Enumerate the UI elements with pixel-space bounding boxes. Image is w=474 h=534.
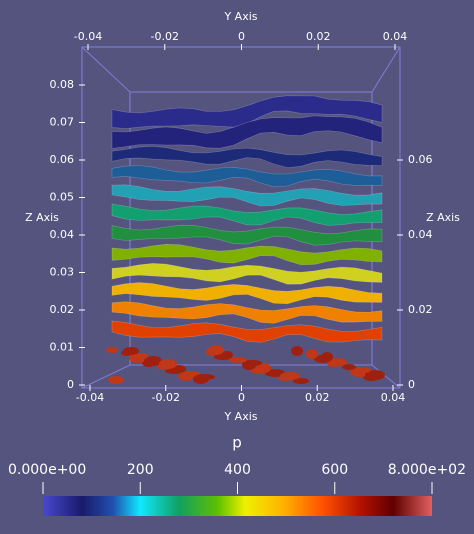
colorbar-tick-label: 600 xyxy=(321,462,348,478)
isosurface-blob xyxy=(123,347,139,355)
isosurface-blob xyxy=(221,351,233,359)
isosurface-blob xyxy=(306,349,318,359)
isosurface-layer xyxy=(111,165,383,188)
isosurface-layer xyxy=(111,243,383,266)
isosurfaces xyxy=(106,95,385,384)
colorbar-tick-label: 200 xyxy=(127,462,154,478)
right-tick-label: 0.06 xyxy=(408,153,433,166)
isosurface-layer xyxy=(111,184,383,207)
right-axis-title: Z Axis xyxy=(426,211,460,224)
colorbar-tick-label: 8.000e+02 xyxy=(388,462,466,478)
left-tick-label: 0.06 xyxy=(50,153,75,166)
left-tick-label: 0.01 xyxy=(50,341,75,354)
isosurface-blob xyxy=(244,360,262,366)
isosurface-layer xyxy=(111,203,383,226)
isosurface-blob xyxy=(172,365,186,373)
left-tick-label: 0.02 xyxy=(50,303,75,316)
isosurface-blob xyxy=(265,369,285,377)
isosurface-layer xyxy=(111,145,383,169)
isosurface-blob xyxy=(280,372,300,380)
bottom-axis-title: Y Axis xyxy=(223,410,257,423)
top-tick-label: -0.04 xyxy=(74,30,102,43)
colorbar xyxy=(43,496,432,516)
isosurface-blob xyxy=(108,376,124,384)
isosurface-blob xyxy=(144,356,162,366)
isosurface-layer xyxy=(111,95,383,129)
isosurface-layer xyxy=(111,320,383,343)
isosurface-blob xyxy=(180,371,200,377)
left-tick-label: 0.03 xyxy=(50,266,75,279)
isosurface-blob xyxy=(229,357,247,363)
top-axis-title: Y Axis xyxy=(223,10,257,23)
isosurface-blob xyxy=(342,364,356,370)
isosurface-layer xyxy=(111,224,383,246)
isosurface-blob xyxy=(136,353,148,359)
isosurface-blob xyxy=(257,363,271,373)
colorbar-title: p xyxy=(232,434,242,452)
left-tick-label: 0.05 xyxy=(50,191,75,204)
right-tick-label: 0 xyxy=(408,378,415,391)
left-axis-title: Z Axis xyxy=(25,211,59,224)
isosurface-layer xyxy=(111,301,383,324)
bottom-tick-label: 0.04 xyxy=(381,391,406,404)
top-tick-label: 0.04 xyxy=(383,30,408,43)
bottom-tick-label: -0.04 xyxy=(76,391,104,404)
right-tick-label: 0.04 xyxy=(408,228,433,241)
bottom-tick-label: 0 xyxy=(238,391,245,404)
isosurface-blob xyxy=(321,352,333,362)
isosurface-blob xyxy=(365,370,385,380)
top-tick-label: 0.02 xyxy=(306,30,331,43)
isosurface-blob xyxy=(329,358,347,366)
right-tick-label: 0.02 xyxy=(408,303,433,316)
isosurface-blob xyxy=(291,346,303,356)
isosurface-layer xyxy=(111,263,383,285)
bottom-tick-label: -0.02 xyxy=(152,391,180,404)
colorbar-tick-label: 0.000e+00 xyxy=(8,462,86,478)
isosurface-layer xyxy=(111,282,383,305)
left-tick-label: 0 xyxy=(67,378,74,391)
top-tick-label: -0.02 xyxy=(151,30,179,43)
top-tick-label: 0 xyxy=(238,30,245,43)
isosurface-blob xyxy=(357,367,371,373)
isosurface-blob xyxy=(159,359,177,369)
left-tick-label: 0.04 xyxy=(50,228,75,241)
colorbar-tick-label: 400 xyxy=(224,462,251,478)
isosurface-layer xyxy=(111,115,383,149)
isosurface-blob xyxy=(195,374,215,380)
bottom-tick-label: 0.02 xyxy=(305,391,330,404)
isosurface-blob xyxy=(208,345,224,355)
isosurface-blob xyxy=(106,347,118,353)
isosurface-blob xyxy=(293,378,309,384)
left-tick-label: 0.08 xyxy=(50,78,75,91)
left-tick-label: 0.07 xyxy=(50,116,75,129)
